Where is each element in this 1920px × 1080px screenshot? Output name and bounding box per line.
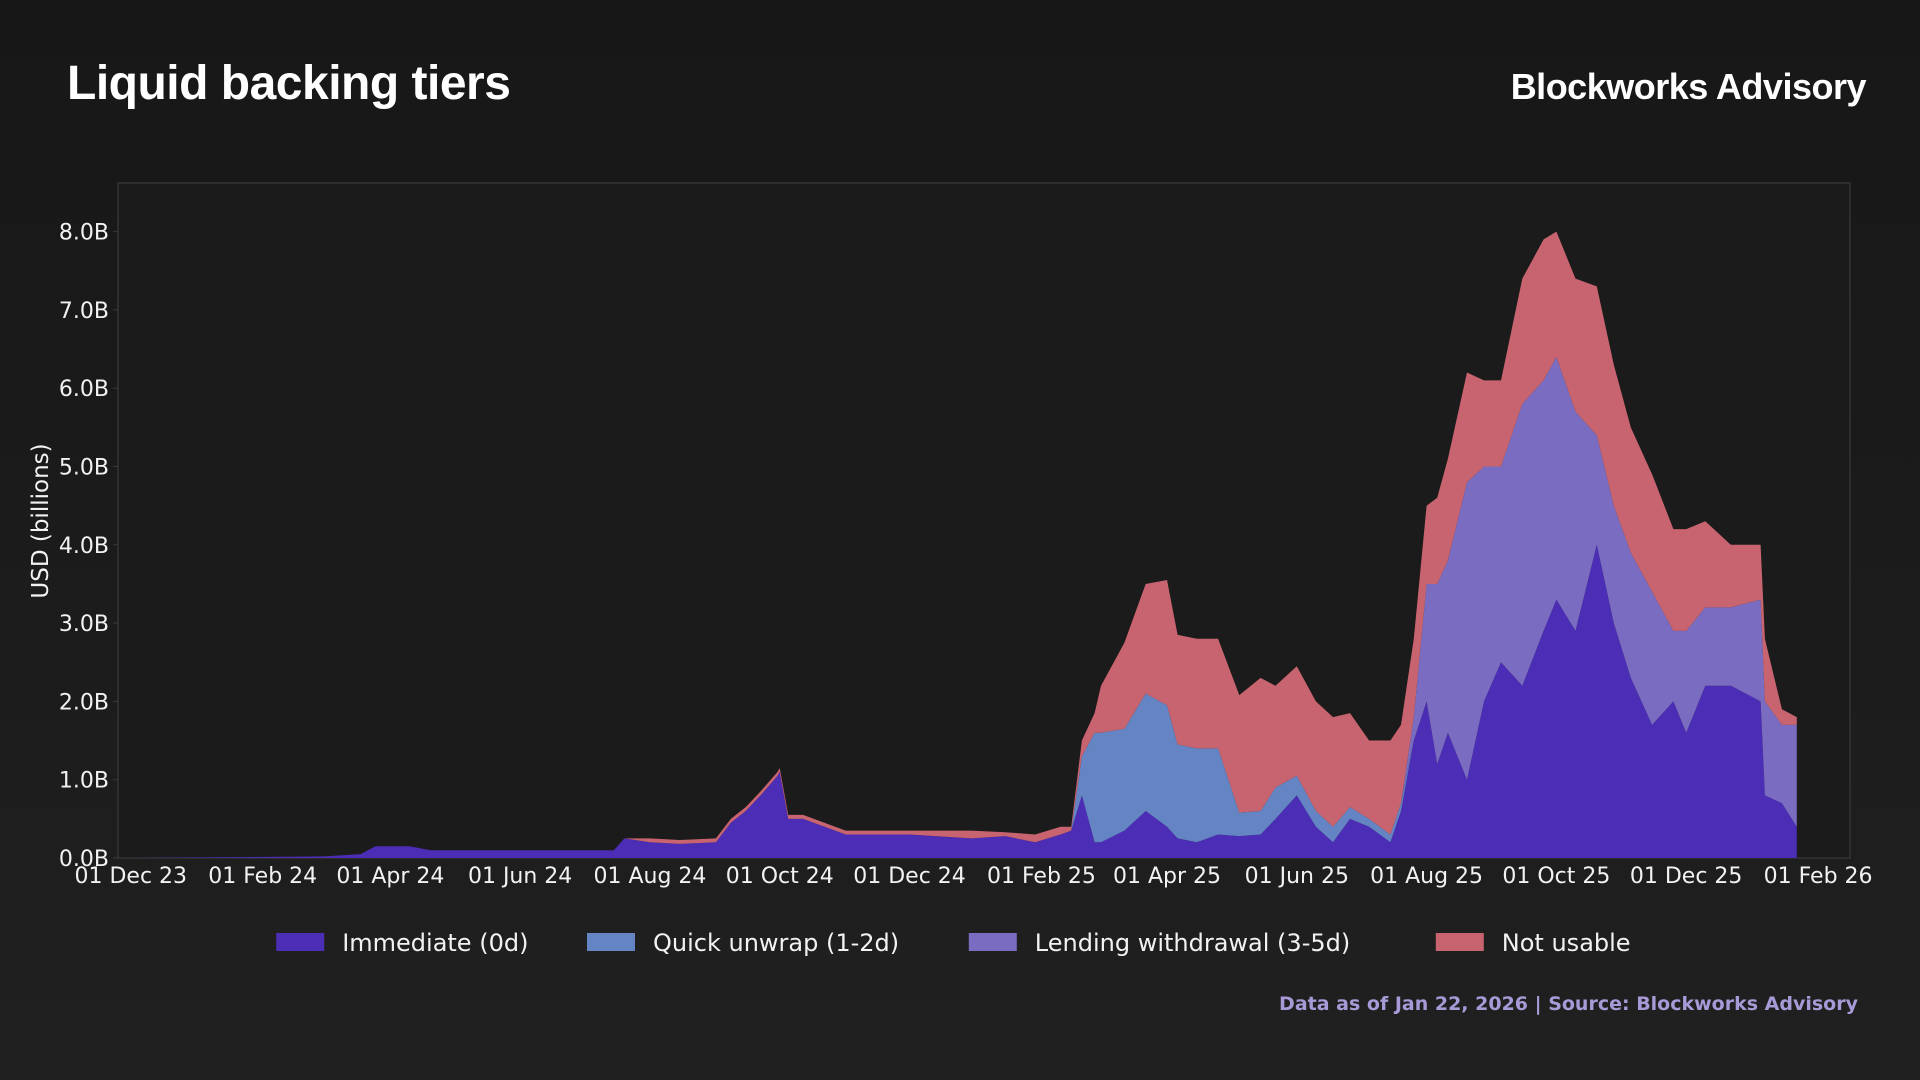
area-layers bbox=[130, 231, 1797, 859]
y-tick-label: 7.0B bbox=[59, 299, 109, 324]
legend-label-immediate-0d: Immediate (0d) bbox=[342, 929, 528, 957]
y-tick-label: 2.0B bbox=[59, 690, 109, 715]
x-tick-label: 01 Aug 24 bbox=[593, 864, 706, 889]
y-tick-label: 4.0B bbox=[59, 534, 109, 559]
x-tick-label: 01 Apr 24 bbox=[336, 864, 444, 889]
x-axis: 01 Dec 23 01 Feb 24 01 Apr 24 01 Jun 24 01 A… bbox=[74, 864, 1872, 889]
y-tick-label: 0.0B bbox=[59, 847, 109, 872]
x-tick-label: 01 Oct 25 bbox=[1502, 864, 1610, 889]
y-tick-label: 6.0B bbox=[59, 377, 109, 402]
y-tick-label: 8.0B bbox=[59, 221, 109, 246]
legend-label-quick-unwrap-1-2d: Quick unwrap (1-2d) bbox=[653, 929, 899, 957]
y-axis-title: USD (billions) bbox=[28, 443, 54, 598]
x-tick-label: 01 Feb 24 bbox=[208, 864, 317, 889]
x-tick-label: 01 Jun 25 bbox=[1245, 864, 1349, 889]
legend-label-not-usable: Not usable bbox=[1502, 929, 1631, 957]
chart-title: Liquid backing tiers bbox=[67, 57, 511, 110]
x-tick-label: 01 Feb 26 bbox=[1764, 864, 1873, 889]
legend-swatch-immediate-0d bbox=[276, 933, 325, 951]
area-immediate-0d bbox=[130, 544, 1797, 858]
y-tick-label: 1.0B bbox=[59, 769, 109, 794]
legend-swatch-lending-withdrawal-3-5d bbox=[968, 933, 1017, 951]
legend-swatch-not-usable bbox=[1435, 933, 1484, 951]
legend-label-lending-withdrawal-3-5d: Lending withdrawal (3-5d) bbox=[1035, 929, 1350, 957]
area-lending-withdrawal-3-5d bbox=[130, 356, 1797, 858]
y-tick-label: 5.0B bbox=[59, 456, 109, 481]
x-tick-label: 01 Apr 25 bbox=[1113, 864, 1221, 889]
y-axis: 0.0B 1.0B 2.0B 3.0B 4.0B 5.0B 6.0B 7.0B 8.0B bbox=[59, 221, 118, 872]
x-tick-label: 01 Dec 24 bbox=[853, 864, 966, 889]
x-tick-label: 01 Jun 24 bbox=[468, 864, 572, 889]
legend-swatch-quick-unwrap-1-2d bbox=[587, 933, 635, 951]
y-tick-label: 3.0B bbox=[59, 612, 109, 637]
x-tick-label: 01 Dec 23 bbox=[74, 864, 187, 889]
x-tick-label: 01 Dec 25 bbox=[1630, 864, 1743, 889]
x-tick-label: 01 Feb 25 bbox=[987, 864, 1096, 889]
source-note: Data as of Jan 22, 2026 | Source: Blockw… bbox=[1279, 993, 1858, 1015]
legend: Immediate (0d) Quick unwrap (1-2d) Lending… bbox=[276, 929, 1631, 957]
x-tick-label: 01 Oct 24 bbox=[726, 864, 834, 889]
brand-logo-text: Blockworks Advisory bbox=[1510, 66, 1867, 107]
x-tick-label: 01 Aug 25 bbox=[1370, 864, 1483, 889]
